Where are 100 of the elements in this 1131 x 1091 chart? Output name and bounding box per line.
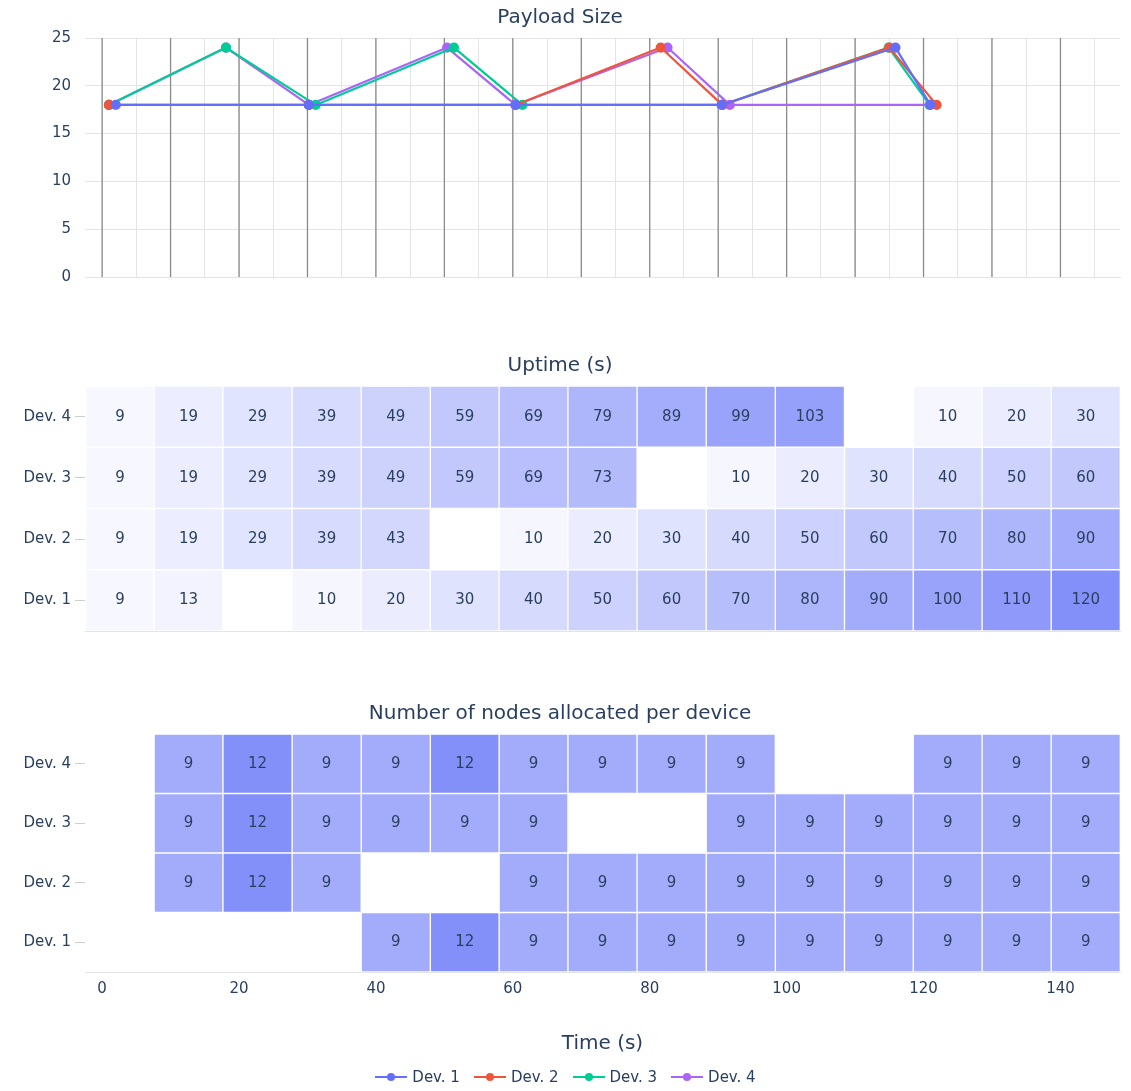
data-label: 100: [933, 590, 962, 609]
data-label: 20: [1007, 406, 1027, 425]
y-tick-label: Dev. 4: [23, 406, 71, 425]
data-label: 50: [1007, 467, 1027, 486]
y-tick-label: Dev. 1: [23, 590, 71, 609]
chart-title: Uptime (s): [507, 352, 613, 377]
y-tick-label: Dev. 1: [23, 932, 71, 951]
data-label: 39: [317, 529, 337, 548]
data-label: 20: [592, 529, 613, 548]
y-tick-label: Dev. 3: [23, 467, 71, 486]
data-label: 9: [183, 753, 194, 772]
x-tick-label: 0: [97, 978, 107, 997]
data-label: 9: [666, 753, 677, 772]
data-label: 9: [115, 529, 125, 548]
data-label: 59: [455, 406, 475, 425]
data-label: 69: [523, 406, 544, 425]
data-label: 9: [391, 932, 401, 951]
data-label: 9: [942, 753, 953, 772]
data-label: 40: [938, 467, 958, 486]
y-tick-label: Dev. 2: [23, 529, 71, 548]
chart-title: Number of nodes allocated per device: [368, 700, 752, 725]
data-label: 30: [455, 590, 475, 609]
data-label: 89: [662, 406, 682, 425]
data-label: 39: [317, 467, 337, 486]
y-tick-label: 20: [51, 75, 71, 94]
data-label: 10: [317, 590, 337, 609]
data-label: 9: [736, 813, 746, 832]
data-label: 9: [874, 872, 884, 891]
data-label: 9: [183, 813, 194, 832]
data-label: 49: [386, 406, 406, 425]
data-label: 9: [736, 753, 746, 772]
data-label: 120: [1071, 590, 1101, 609]
data-label: 10: [523, 529, 544, 548]
x-tick-label: 120: [909, 978, 938, 997]
legend-label: Dev. 2: [510, 1068, 559, 1086]
data-label: 103: [795, 406, 825, 425]
data-label: 40: [523, 590, 544, 609]
data-label: 70: [731, 590, 751, 609]
data-label: 9: [115, 467, 125, 486]
data-label: 60: [869, 529, 889, 548]
data-label: 9: [321, 813, 332, 832]
data-label: 9: [459, 813, 470, 832]
data-label: 12: [455, 932, 475, 951]
data-label: 9: [528, 872, 539, 891]
x-tick-label: 60: [503, 978, 523, 997]
data-label: 59: [455, 467, 475, 486]
data-label: 99: [731, 406, 751, 425]
data-label: 69: [523, 467, 544, 486]
data-label: 9: [666, 872, 677, 891]
data-label: 60: [662, 590, 682, 609]
data-label: 13: [178, 590, 199, 609]
data-label: 39: [317, 406, 337, 425]
y-tick-label: Dev. 4: [23, 753, 71, 772]
data-label: 9: [1011, 932, 1022, 951]
data-label: 40: [731, 529, 751, 548]
data-label: 9: [805, 813, 815, 832]
y-tick-label: 25: [51, 27, 71, 46]
data-label: 30: [869, 467, 889, 486]
data-label: 12: [247, 813, 268, 832]
y-tick-label: Dev. 2: [23, 872, 71, 891]
data-label: 9: [1081, 813, 1091, 832]
data-label: 9: [528, 932, 539, 951]
data-label: 10: [731, 467, 751, 486]
data-label: 110: [1002, 590, 1031, 609]
data-label: 12: [247, 872, 268, 891]
y-tick-label: Dev. 3: [23, 813, 71, 832]
data-label: 9: [115, 406, 125, 425]
data-label: 20: [800, 467, 820, 486]
y-tick-label: 15: [51, 123, 71, 142]
x-tick-label: 80: [640, 978, 660, 997]
data-label: 9: [736, 872, 746, 891]
data-label: 90: [869, 590, 889, 609]
data-label: 79: [592, 406, 613, 425]
data-label: 30: [1076, 406, 1096, 425]
data-label: 9: [1011, 753, 1022, 772]
data-label: 30: [662, 529, 682, 548]
data-label: 80: [800, 590, 820, 609]
data-label: 9: [391, 813, 401, 832]
legend-label: Dev. 3: [609, 1068, 658, 1086]
data-label: 19: [178, 467, 199, 486]
data-label: 9: [321, 753, 332, 772]
data-label: 9: [1081, 872, 1091, 891]
x-tick-label: 140: [1046, 978, 1075, 997]
data-label: 9: [597, 932, 608, 951]
y-tick-label: 10: [51, 171, 71, 190]
data-label: 9: [942, 813, 953, 832]
data-label: 9: [1081, 932, 1091, 951]
data-label: 12: [455, 753, 475, 772]
data-label: 90: [1076, 529, 1096, 548]
data-label: 10: [938, 406, 958, 425]
legend-label: Dev. 4: [708, 1068, 756, 1086]
y-tick-label: 0: [61, 266, 71, 285]
data-label: 19: [178, 406, 199, 425]
data-label: 9: [183, 872, 194, 891]
data-label: 50: [800, 529, 820, 548]
data-label: 9: [1011, 813, 1022, 832]
data-label: 9: [805, 932, 815, 951]
y-tick-label: 5: [61, 219, 71, 238]
data-label: 9: [942, 872, 953, 891]
data-label: 29: [247, 529, 268, 548]
